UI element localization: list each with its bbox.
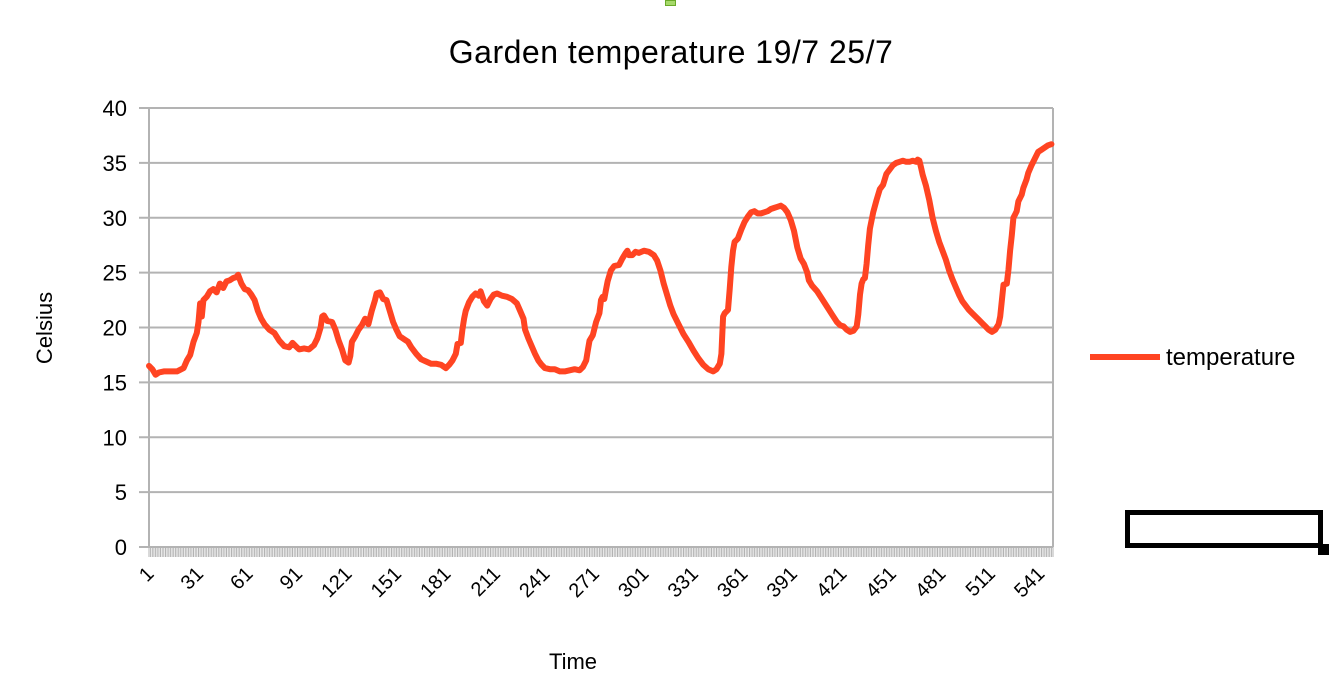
y-tick-label: 5 [115,480,127,505]
axes [148,108,1054,547]
y-tick-label: 15 [103,370,127,395]
x-axis-tick-labels: 1 31 61 91 121 151 181 211 241 271 301 331 361 391 421… [135,563,1049,602]
x-tick-label: 391 [763,563,802,602]
y-tick-label: 40 [103,96,127,121]
y-tick-label: 20 [103,316,127,341]
x-tick-label: 421 [812,563,851,602]
x-tick-label: 61 [226,563,257,594]
legend: temperature [1090,344,1295,371]
x-tick-label: 331 [664,563,703,602]
x-tick-label: 271 [565,563,604,602]
x-axis-minor-ticks [148,547,1054,557]
y-axis-title: Celsius [32,292,57,364]
x-tick-label: 1 [135,563,158,586]
x-tick-label: 31 [177,563,208,594]
y-tick-label: 10 [103,425,127,450]
x-tick-label: 511 [962,563,1000,601]
x-tick-label: 301 [614,563,653,602]
x-tick-label: 151 [367,563,406,602]
selection-frame[interactable] [1125,510,1323,548]
temperature-series-line[interactable] [146,141,1055,378]
chart-title: Garden temperature 19/7 25/7 [448,34,894,70]
resize-handle[interactable] [1318,544,1329,555]
x-tick-label: 541 [1010,563,1049,602]
x-tick-label: 481 [911,563,950,602]
chart-selection-handle[interactable] [665,0,676,6]
y-tick-label: 35 [103,151,127,176]
y-tick-label: 30 [103,206,127,231]
y-tick-label: 25 [103,261,127,286]
x-tick-label: 121 [317,563,356,602]
legend-label-temperature: temperature [1166,344,1295,371]
x-tick-label: 361 [713,563,752,602]
x-tick-label: 91 [276,563,307,594]
y-axis-ticks: 0 5 10 15 20 25 30 35 40 [103,96,127,560]
x-axis-title: Time [549,649,597,674]
x-tick-label: 451 [862,563,901,602]
x-tick-label: 241 [515,563,554,602]
x-tick-label: 181 [416,563,455,602]
y-tick-label: 0 [115,535,127,560]
x-tick-label: 211 [467,563,505,601]
